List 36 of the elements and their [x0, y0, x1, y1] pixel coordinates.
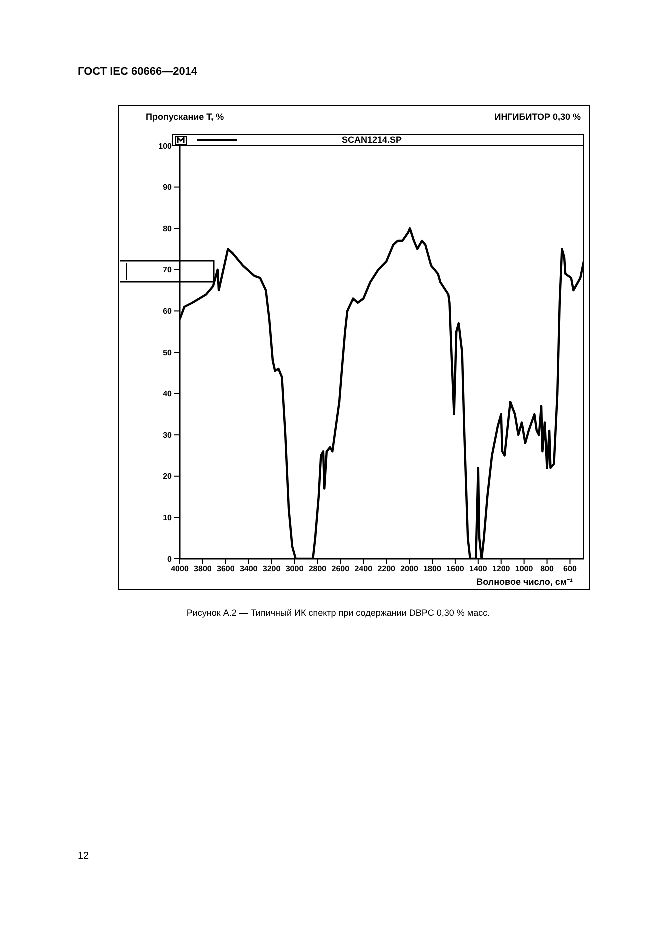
x-tick-label: 2800 [308, 564, 328, 574]
y-tick-label: 40 [163, 390, 173, 399]
y-tick-label: 100 [158, 142, 173, 151]
x-tick-label: 3000 [286, 564, 304, 574]
y-tick-label: 20 [163, 472, 173, 482]
x-tick-label: 2000 [400, 564, 419, 574]
x-axis-title: Волновое число, см⁻¹ [476, 576, 573, 588]
y-tick-label: 60 [163, 307, 173, 316]
chart-title: ГОСТ IEC 60666—2014 [78, 66, 198, 78]
y-tick-label: 80 [163, 224, 173, 234]
x-tick-label: 3200 [262, 564, 282, 574]
x-tick-label: 4000 [171, 564, 190, 574]
y-tick-label: 70 [163, 266, 173, 275]
x-tick-label: 1400 [470, 564, 488, 574]
x-tick-label: 1200 [492, 564, 511, 574]
x-tick-label: 1000 [515, 564, 534, 574]
x-tick-label: 600 [564, 564, 578, 574]
x-tick-label: 3600 [217, 564, 236, 574]
y-tick-label: 50 [163, 348, 173, 358]
text: 12 [78, 851, 90, 862]
x-tick-label: 2200 [378, 564, 396, 574]
y-tick-label: 10 [163, 514, 173, 523]
x-tick-label: 2600 [332, 564, 350, 574]
text: Рисунок А.2 — Типичный ИК спектр при содержании DBPC 0,30 % масс. [186, 608, 492, 618]
x-tick-label: 800 [540, 564, 554, 574]
x-tick-label: 1600 [446, 564, 465, 574]
y-tick-label: 90 [163, 183, 173, 192]
text: SCAN1214.SP [342, 135, 402, 145]
x-tick-label: 3400 [240, 564, 258, 574]
chart-subtitle: ИНГИБИТОР 0,30 % [494, 112, 581, 122]
y-axis-title: Пропускание T, % [146, 112, 224, 122]
y-tick-label: 0 [168, 554, 173, 564]
x-tick-label: 1800 [424, 564, 442, 574]
x-tick-label: 2400 [354, 564, 374, 574]
y-tick-label: 30 [163, 430, 173, 440]
x-tick-label: 3800 [194, 564, 212, 574]
